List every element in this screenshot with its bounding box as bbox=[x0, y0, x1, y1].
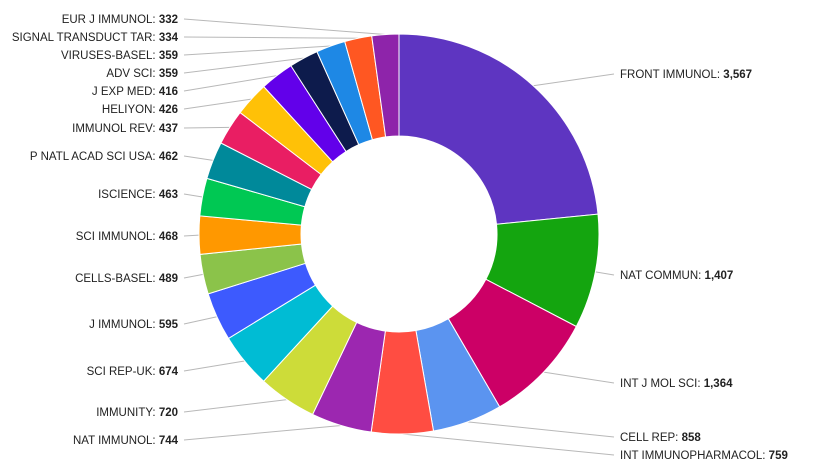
leader-line-front-immunol bbox=[533, 73, 615, 87]
leader-line-p-natl-acad-sci-usa bbox=[183, 155, 214, 161]
data-label-adv-sci: ADV SCI: 359 bbox=[106, 68, 178, 80]
leader-line-nat-commun bbox=[595, 271, 615, 276]
data-label-immunity: IMMUNITY: 720 bbox=[96, 407, 178, 419]
data-label-iscience: ISCIENCE: 463 bbox=[98, 189, 178, 201]
data-label-viruses-basel: VIRUSES-BASEL: 359 bbox=[61, 50, 178, 62]
leader-line-iscience bbox=[183, 193, 203, 198]
leader-line-heliyon bbox=[183, 98, 252, 110]
data-label-front-immunol: FRONT IMMUNOL: 3,567 bbox=[620, 69, 752, 81]
data-label-nat-immunol: NAT IMMUNOL: 744 bbox=[73, 435, 179, 447]
data-label-heliyon: HELIYON: 426 bbox=[102, 104, 178, 116]
data-label-int-immunopharmacol: INT IMMUNOPHARMACOL: 759 bbox=[620, 450, 788, 462]
data-label-sci-rep-uk: SCI REP-UK: 674 bbox=[87, 366, 179, 378]
leader-line-signal-transduct-tar bbox=[183, 36, 359, 39]
leader-line-j-exp-med bbox=[183, 75, 277, 92]
data-label-nat-commun: NAT COMMUN: 1,407 bbox=[620, 270, 733, 282]
leader-line-adv-sci bbox=[183, 57, 304, 74]
data-label-sci-immunol: SCI IMMUNOL: 468 bbox=[76, 231, 179, 243]
leader-line-immunity bbox=[183, 399, 287, 413]
slices bbox=[198, 33, 600, 435]
leader-line-sci-immunol bbox=[183, 234, 200, 237]
data-label-j-immunol: J IMMUNOL: 595 bbox=[89, 319, 178, 331]
leader-line-cell-rep bbox=[467, 421, 615, 438]
data-label-eur-j-immunol: EUR J IMMUNOL: 332 bbox=[62, 14, 178, 26]
leader-line-immunol-rev bbox=[183, 126, 230, 129]
leader-line-cells-basel bbox=[183, 273, 204, 279]
slice-front-immunol[interactable] bbox=[398, 33, 599, 225]
data-label-cell-rep: CELL REP: 858 bbox=[620, 432, 701, 444]
data-label-immunol-rev: IMMUNOL REV: 437 bbox=[72, 123, 178, 135]
leader-line-nat-immunol bbox=[183, 424, 342, 441]
labels: FRONT IMMUNOL: 3,567 NAT COMMUN: 1,407 INT… bbox=[12, 14, 788, 462]
data-label-j-exp-med: J EXP MED: 416 bbox=[92, 86, 178, 98]
leader-lines bbox=[183, 18, 615, 456]
slice-eur-j-immunol[interactable] bbox=[371, 33, 400, 138]
data-label-signal-transduct-tar: SIGNAL TRANSDUCT TAR: 334 bbox=[12, 32, 179, 44]
leader-line-int-j-mol-sci bbox=[543, 371, 615, 384]
leader-line-viruses-basel bbox=[183, 45, 331, 56]
leader-line-j-immunol bbox=[183, 316, 218, 325]
leader-line-int-immunopharmacol bbox=[402, 433, 615, 456]
data-label-p-natl-acad-sci-usa: P NATL ACAD SCI USA: 462 bbox=[30, 151, 178, 163]
data-label-cells-basel: CELLS-BASEL: 489 bbox=[75, 273, 178, 285]
leader-line-sci-rep-uk bbox=[183, 360, 245, 372]
data-label-int-j-mol-sci: INT J MOL SCI: 1,364 bbox=[620, 378, 733, 390]
leader-line-eur-j-immunol bbox=[183, 18, 386, 35]
